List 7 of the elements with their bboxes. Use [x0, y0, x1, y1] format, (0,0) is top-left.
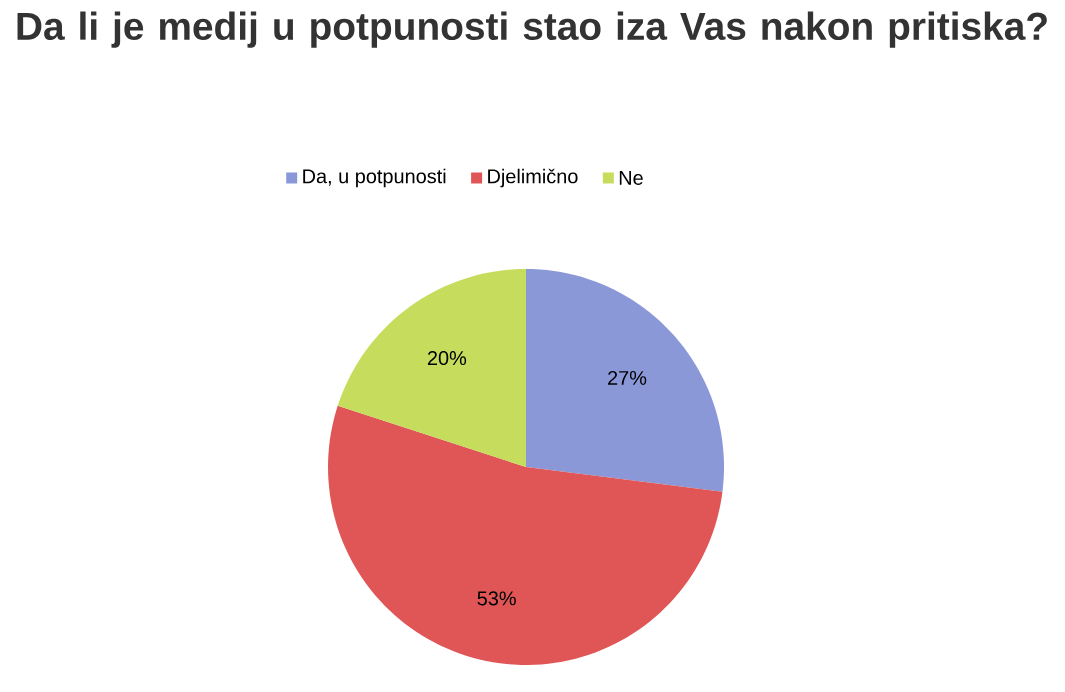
chart-title: Da li je medij u potpunosti stao iza Vas nakon pritiska?	[17, 11, 1047, 48]
data-label: 20%	[427, 351, 467, 366]
legend-label: Ne	[619, 171, 643, 185]
data-label: 53%	[477, 591, 516, 606]
legend-label: Da, u potpunosti	[303, 168, 446, 188]
data-label: 27%	[608, 370, 647, 385]
legend-label: Djelimično	[488, 168, 578, 188]
